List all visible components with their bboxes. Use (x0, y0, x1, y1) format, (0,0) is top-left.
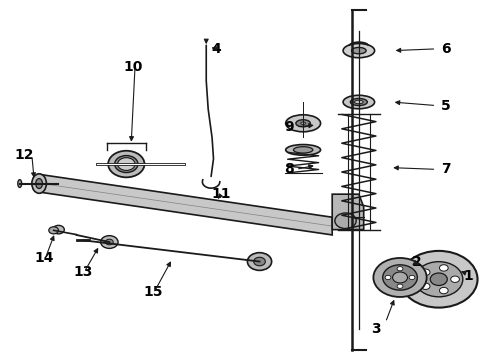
Text: 7: 7 (441, 162, 451, 176)
Circle shape (335, 213, 356, 229)
Circle shape (100, 236, 118, 248)
Text: 8: 8 (284, 162, 294, 176)
Circle shape (451, 276, 460, 283)
Ellipse shape (354, 100, 363, 104)
Polygon shape (332, 194, 364, 230)
Circle shape (409, 275, 415, 280)
Circle shape (105, 239, 113, 245)
Circle shape (49, 227, 58, 234)
Ellipse shape (296, 120, 310, 127)
Ellipse shape (286, 115, 320, 132)
Text: 13: 13 (73, 265, 93, 279)
Circle shape (400, 251, 478, 307)
Text: 12: 12 (15, 148, 34, 162)
Text: 5: 5 (441, 99, 451, 113)
Ellipse shape (294, 147, 313, 153)
Circle shape (440, 265, 448, 271)
Circle shape (430, 273, 447, 285)
Ellipse shape (115, 156, 138, 172)
Circle shape (421, 269, 430, 275)
Circle shape (385, 275, 391, 280)
Text: 2: 2 (412, 255, 422, 269)
Circle shape (254, 257, 266, 266)
Ellipse shape (343, 44, 374, 58)
Circle shape (397, 266, 403, 271)
Ellipse shape (350, 99, 368, 105)
Text: 1: 1 (463, 269, 473, 283)
Ellipse shape (108, 151, 145, 177)
Text: 9: 9 (284, 120, 294, 134)
Circle shape (247, 253, 271, 270)
Circle shape (383, 265, 417, 290)
Text: 11: 11 (211, 187, 230, 201)
Circle shape (415, 262, 463, 297)
Circle shape (392, 272, 408, 283)
Polygon shape (42, 175, 332, 235)
Ellipse shape (18, 180, 22, 188)
Text: 15: 15 (143, 285, 163, 299)
Ellipse shape (286, 145, 320, 155)
Ellipse shape (32, 174, 47, 193)
Text: 6: 6 (441, 42, 451, 56)
Text: 4: 4 (211, 42, 221, 56)
Circle shape (397, 284, 403, 288)
Text: 3: 3 (371, 322, 381, 336)
Text: 14: 14 (34, 251, 54, 265)
Circle shape (421, 283, 430, 289)
Circle shape (53, 225, 64, 234)
Ellipse shape (301, 122, 306, 125)
Circle shape (440, 287, 448, 294)
Ellipse shape (343, 95, 374, 109)
Ellipse shape (352, 48, 366, 54)
Circle shape (118, 158, 135, 170)
Ellipse shape (36, 179, 43, 189)
Circle shape (373, 258, 427, 297)
Text: 10: 10 (124, 59, 143, 73)
